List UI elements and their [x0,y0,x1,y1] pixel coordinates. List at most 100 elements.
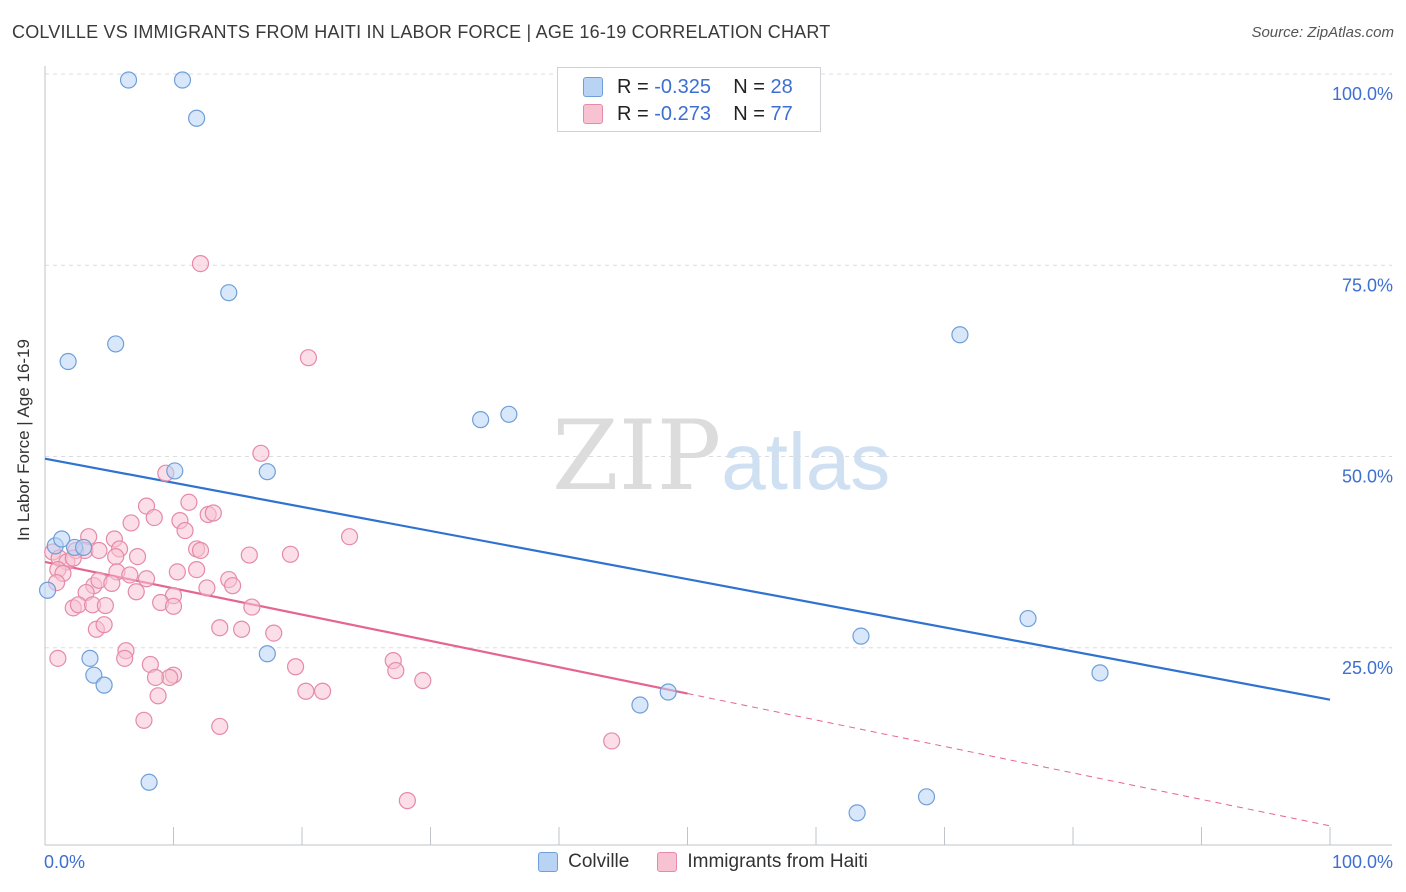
haiti-point [191,255,210,273]
y-tick-label: 25.0% [1342,658,1393,678]
data-points [38,71,1109,822]
haiti-point [297,682,315,700]
haiti-point [95,616,113,634]
colville-point [53,530,71,548]
haiti-trend-line [687,693,1331,827]
haiti-point [340,528,359,546]
haiti-point [137,570,156,588]
haiti-point [176,521,194,540]
haiti-point [116,649,134,667]
colville-point [95,676,113,694]
colville-point [917,788,936,806]
legend-n-label: N = [733,102,765,125]
colville-point [631,696,649,714]
legend-r-label: R = [617,102,649,125]
trend-lines [44,457,1331,827]
haiti-point [603,732,621,750]
haiti-point [286,658,305,676]
colville-point [119,71,138,89]
haiti-point [387,661,405,680]
haiti-point [211,619,229,637]
colville-point [38,581,57,599]
haiti-point [135,711,153,729]
legend-row-colville: R = -0.325 N = 28 [558,73,793,101]
haiti-point [96,596,114,615]
legend-r-value: -0.273 [654,102,711,125]
colville-point [258,463,276,481]
haiti-point [168,563,186,581]
colville-point [848,804,866,822]
colville-point [258,645,276,663]
source-label: Source: ZipAtlas.com [1251,24,1394,41]
colville-point [659,683,677,701]
y-tick-label: 75.0% [1342,275,1393,295]
haiti-point [188,560,206,579]
haiti-point [103,574,121,592]
y-axis-label: In Labor Force | Age 16-19 [14,339,33,541]
haiti-point [414,671,432,690]
legend-n-value: 77 [770,102,793,125]
x-tick-label-min: 0.0% [44,852,86,872]
colville-point [472,411,490,429]
colville-point [1091,664,1109,682]
colville-point [107,335,125,353]
y-tick-labels: 25.0% 50.0% 75.0% 100.0% [1332,84,1393,678]
haiti-point [122,514,140,532]
legend-label-haiti: Immigrants from Haiti [687,851,868,872]
colville-point [140,773,158,791]
watermark-atlas: atlas [721,417,891,506]
colville-swatch [583,77,603,97]
colville-trend-line [44,457,1331,701]
legend-item-haiti: Immigrants from Haiti [657,851,868,873]
x-tick-label-max: 100.0% [1331,852,1393,872]
colville-point [81,649,99,667]
legend-row-haiti: R = -0.273 N = 77 [558,100,793,128]
haiti-point [128,547,147,566]
haiti-point [127,583,145,601]
colville-point [951,326,969,344]
colville-point [173,71,192,89]
haiti-point [191,541,210,560]
watermark: ZIPatlas [552,400,890,512]
legend-n-value: 28 [770,75,793,98]
haiti-point [198,579,216,597]
y-axis-label-wrap: In Labor Force | Age 16-19 [4,260,44,620]
colville-point [166,462,184,480]
haiti-point [49,649,67,667]
y-tick-label: 50.0% [1342,467,1393,487]
haiti-point [107,547,125,566]
haiti-swatch [583,104,603,124]
haiti-point [121,566,139,584]
chart-title: COLVILLE VS IMMIGRANTS FROM HAITI IN LAB… [12,22,831,42]
haiti-point [164,597,183,615]
haiti-point [265,624,283,642]
haiti-point [146,668,165,687]
haiti-legend-swatch [657,852,678,872]
series-legend: Colville Immigrants from Haiti [0,851,1406,873]
haiti-point [145,508,163,527]
legend-label-colville: Colville [568,851,630,872]
haiti-point [90,541,108,560]
stats-legend: R = -0.325 N = 28 R = -0.273 N = 77 [557,67,821,132]
haiti-point [233,620,251,638]
legend-item-colville: Colville [538,851,629,873]
haiti-point [252,444,270,462]
haiti-point [204,504,222,522]
colville-point [852,627,870,645]
haiti-point [224,577,242,595]
legend-r-label: R = [617,75,649,98]
haiti-point [149,687,167,705]
haiti-point [299,349,318,367]
haiti-point [180,493,198,511]
colville-point [188,109,206,127]
legend-r-value: -0.325 [654,75,711,98]
axes [44,66,1392,846]
colville-point [1019,609,1037,628]
colville-point [74,538,93,557]
haiti-point [240,546,258,564]
haiti-point [313,682,332,700]
y-tick-label: 100.0% [1332,84,1393,104]
colville-point [500,405,518,423]
haiti-point [398,792,416,810]
colville-point [85,666,103,684]
